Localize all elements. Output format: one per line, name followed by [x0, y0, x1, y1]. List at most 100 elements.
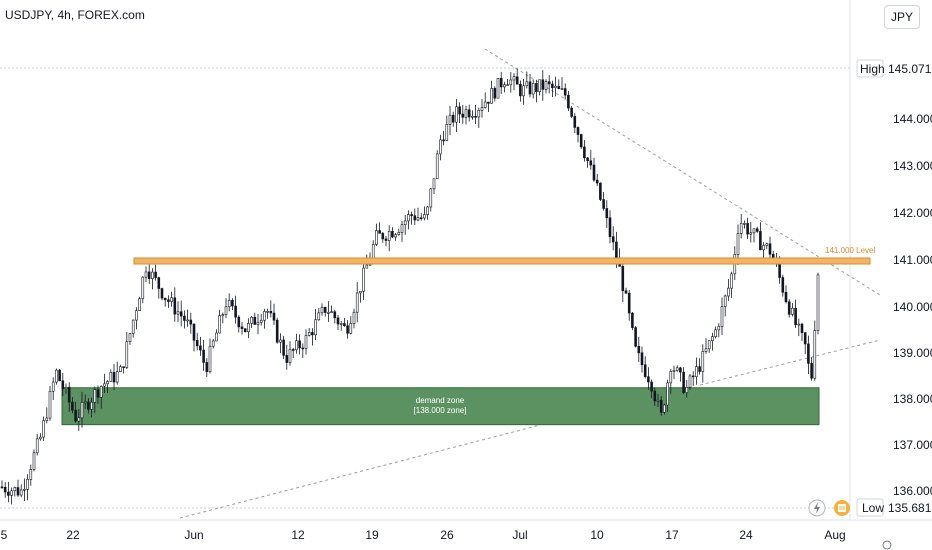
candle-body — [0, 486, 4, 489]
candle-body — [672, 369, 676, 372]
candle-body — [311, 332, 314, 336]
candle-body — [432, 178, 436, 190]
candle-body — [400, 224, 404, 233]
candle-body — [493, 88, 497, 99]
candle-body — [784, 292, 788, 303]
candle-body — [554, 85, 557, 89]
price-axis[interactable]: 136.000 137.000 138.000 139.000 140.000 141.0… — [893, 112, 932, 498]
candle-body — [595, 179, 599, 184]
candle-body — [189, 319, 193, 325]
candle-body — [282, 339, 285, 356]
candle-body — [247, 323, 250, 333]
settings-icon[interactable] — [882, 540, 892, 550]
ascending-trendline-upper[interactable] — [699, 339, 881, 386]
candle-body — [528, 81, 532, 95]
lightning-icon[interactable] — [808, 499, 826, 517]
candle-body — [736, 233, 740, 255]
candle-body — [663, 404, 666, 413]
candle-body — [423, 214, 426, 219]
candle-body — [327, 312, 330, 314]
resistance-level-141[interactable] — [133, 257, 871, 265]
candle-body — [301, 347, 305, 350]
candle-body — [749, 232, 753, 235]
candle-body — [599, 182, 602, 200]
candle-body — [679, 367, 682, 373]
candle-body — [448, 114, 452, 125]
candle-body — [160, 288, 164, 299]
chart-title: USDJPY, 4h, FOREX.com — [5, 8, 145, 22]
candle-body — [730, 273, 733, 289]
candle-body — [355, 292, 359, 313]
candle-body — [333, 311, 337, 319]
candle-body — [759, 231, 762, 251]
price-tick-label: 140.000 — [893, 300, 932, 314]
candle-body — [611, 236, 615, 243]
time-tick-label: 24 — [739, 528, 753, 542]
candle-body — [227, 300, 231, 308]
candle-body — [384, 238, 388, 241]
ascending-trendline-lower[interactable] — [179, 424, 541, 519]
candle-body — [499, 78, 503, 88]
candle-body — [83, 401, 87, 404]
demand-zone[interactable] — [61, 387, 820, 426]
time-tick-label: 5 — [1, 528, 8, 542]
candle-body — [387, 231, 391, 241]
price-tick-label: 136.000 — [893, 484, 932, 498]
candle-body — [535, 83, 538, 92]
candle-body — [416, 217, 420, 221]
candle-body — [362, 267, 365, 292]
candle-body — [330, 311, 333, 314]
candle-body — [576, 127, 580, 135]
candle-body — [192, 323, 196, 341]
candle-body — [810, 363, 813, 379]
candle-body — [659, 399, 663, 413]
candle-body — [381, 233, 385, 240]
time-axis[interactable]: 5 22 Jun 12 19 26 Jul 10 17 24 Aug — [1, 528, 846, 542]
candle-body — [813, 330, 817, 379]
price-tick-label: 143.000 — [893, 159, 932, 173]
candle-body — [746, 223, 749, 235]
candle-body — [74, 409, 77, 422]
candle-body — [698, 366, 701, 372]
time-tick-label: 22 — [66, 528, 80, 542]
candle-body — [266, 310, 269, 313]
candle-body — [80, 402, 84, 419]
candle-body — [650, 381, 653, 392]
economic-calendar-icon[interactable] — [834, 500, 850, 516]
candle-body — [669, 371, 673, 384]
demand-zone-label: demand zone — [416, 396, 465, 405]
candle-body — [515, 76, 519, 85]
candle-body — [93, 389, 97, 403]
candle-body — [234, 305, 237, 318]
candlestick-series — [0, 68, 820, 505]
price-tick-label: 137.000 — [893, 438, 932, 452]
candle-body — [419, 217, 423, 219]
candle-body — [707, 340, 711, 350]
candle-body — [442, 139, 445, 142]
candle-body — [186, 319, 189, 322]
candle-body — [627, 292, 631, 314]
candle-body — [701, 351, 705, 372]
currency-selector[interactable]: JPY — [884, 5, 920, 29]
candle-body — [391, 231, 394, 238]
candle-body — [3, 486, 7, 493]
candle-body — [279, 339, 282, 343]
candle-body — [99, 385, 103, 398]
candle-body — [512, 76, 516, 81]
candle-body — [144, 271, 148, 278]
candle-body — [96, 389, 100, 398]
time-tick-label: 12 — [291, 528, 305, 542]
candle-body — [208, 345, 212, 372]
candle-body — [797, 323, 801, 326]
time-tick-label: Aug — [824, 528, 845, 542]
candle-body — [563, 88, 567, 96]
candle-body — [695, 366, 698, 377]
time-tick-label: 10 — [590, 528, 604, 542]
candle-body — [643, 364, 647, 377]
candle-body — [218, 315, 221, 334]
candle-body — [359, 290, 362, 294]
candle-body — [29, 469, 33, 480]
candle-body — [240, 326, 244, 329]
time-tick-label: 19 — [365, 528, 379, 542]
candle-body — [567, 94, 570, 109]
